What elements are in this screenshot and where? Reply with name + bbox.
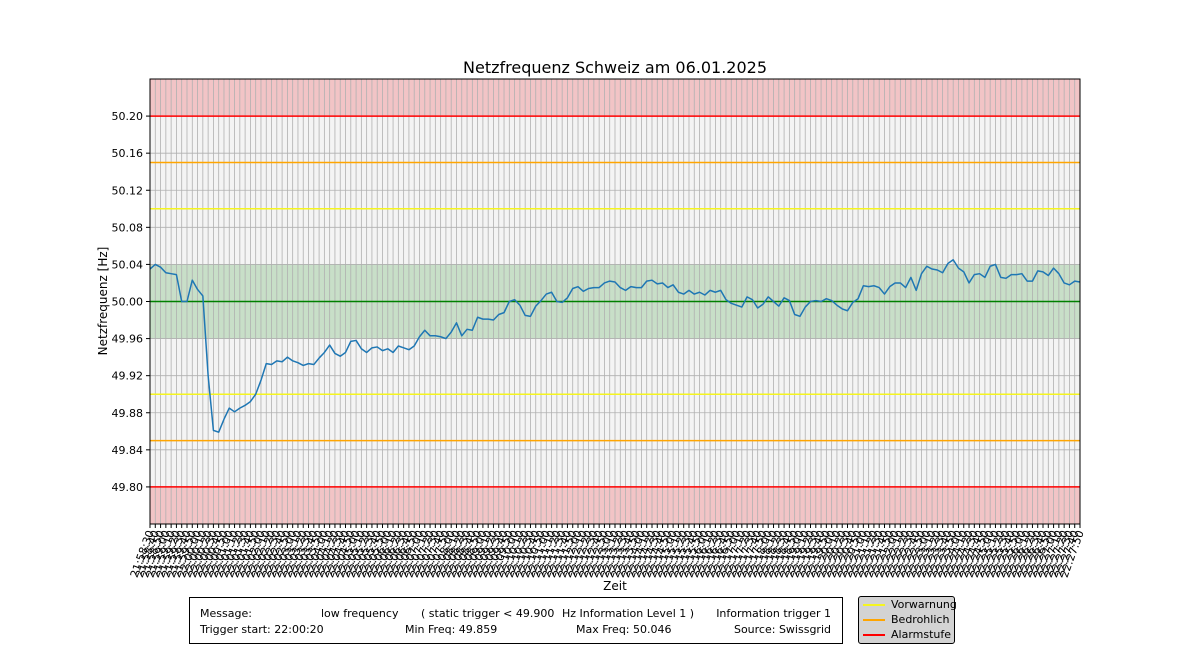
legend-item-vorwarnung: Vorwarnung bbox=[859, 598, 957, 612]
y-tick-label: 50.20 bbox=[112, 110, 144, 123]
y-tick-label: 50.00 bbox=[112, 296, 144, 309]
max-freq: Max Freq: 50.046 bbox=[576, 623, 672, 636]
chart-title: Netzfrequenz Schweiz am 06.01.2025 bbox=[463, 58, 767, 77]
legend-label: Vorwarnung bbox=[891, 598, 957, 611]
y-tick-label: 50.04 bbox=[112, 258, 144, 271]
legend-swatch bbox=[863, 619, 885, 621]
trigger-text: ( static trigger < 49.900 bbox=[421, 607, 555, 620]
y-tick-label: 50.08 bbox=[112, 221, 144, 234]
threshold-lines bbox=[150, 115, 1080, 488]
y-tick-label: 49.92 bbox=[112, 370, 144, 383]
info-box: Message: low frequency ( static trigger … bbox=[189, 597, 843, 644]
y-tick-label: 50.12 bbox=[112, 184, 144, 197]
min-freq: Min Freq: 49.859 bbox=[405, 623, 498, 636]
y-tick-label: 49.84 bbox=[112, 444, 144, 457]
y-axis-ticks: 49.80 49.84 49.88 49.92 49.96 50.00 50.04 50.08… bbox=[112, 110, 150, 494]
level-text: Hz Information Level 1 ) bbox=[562, 607, 695, 620]
y-tick-label: 50.16 bbox=[112, 147, 144, 160]
legend-label: Alarmstufe bbox=[891, 628, 952, 641]
legend-swatch bbox=[863, 634, 885, 636]
legend-swatch bbox=[863, 604, 885, 606]
message-value: low frequency bbox=[321, 607, 399, 620]
frequency-series-line bbox=[149, 259, 1081, 433]
information-trigger: Information trigger 1 bbox=[716, 607, 831, 620]
legend-item-bedrohlich: Bedrohlich bbox=[859, 613, 954, 627]
y-axis-label: Netzfrequenz [Hz] bbox=[96, 247, 110, 356]
legend: Vorwarnung Bedrohlich Alarmstufe bbox=[858, 596, 957, 644]
source: Source: Swissgrid bbox=[733, 623, 831, 636]
y-tick-label: 49.96 bbox=[112, 333, 144, 346]
x-axis-ticks: 21:58:3021:58:4021:58:5021:59:0021:59:10… bbox=[128, 524, 1087, 579]
series-group bbox=[149, 259, 1081, 433]
message-label: Message: bbox=[200, 607, 252, 620]
x-axis-label: Zeit bbox=[603, 579, 627, 593]
y-tick-label: 49.80 bbox=[112, 481, 144, 494]
legend-item-alarmstufe: Alarmstufe bbox=[859, 628, 954, 642]
trigger-start: Trigger start: 22:00:20 bbox=[200, 623, 324, 636]
legend-label: Bedrohlich bbox=[891, 613, 950, 626]
y-tick-label: 49.88 bbox=[112, 407, 144, 420]
